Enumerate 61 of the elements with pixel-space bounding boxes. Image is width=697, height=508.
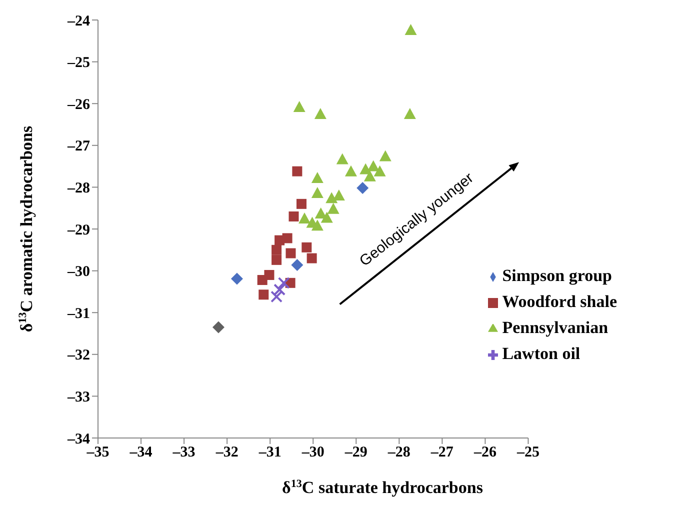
point <box>286 248 296 258</box>
point <box>326 192 338 204</box>
point <box>298 212 311 224</box>
point <box>364 170 376 182</box>
point <box>374 165 386 176</box>
y-tick-label: –24 <box>66 13 90 30</box>
legend-label: Woodford shale <box>502 292 617 311</box>
legend-label: Lawton oil <box>502 344 580 363</box>
point <box>379 150 392 162</box>
x-tick-label: –35 <box>86 444 110 461</box>
point <box>336 153 348 164</box>
point <box>258 290 269 300</box>
legend-label: Pennsylvanian <box>502 318 608 337</box>
point <box>292 166 302 176</box>
point <box>404 108 416 120</box>
point <box>296 198 306 209</box>
y-tick-label: –30 <box>66 264 90 280</box>
point <box>314 108 326 120</box>
x-tick-label: –34 <box>128 444 153 461</box>
x-tick-label: –32 <box>214 444 238 461</box>
point <box>306 253 317 264</box>
x-tick-label: –27 <box>430 444 454 461</box>
point <box>212 321 224 334</box>
x-tick-label: –33 <box>172 444 196 461</box>
point <box>320 212 333 223</box>
x-axis-title: δ$^{13}$C saturate hydrocarbons <box>282 478 484 497</box>
point <box>272 254 282 265</box>
y-tick-label: –27 <box>66 138 90 155</box>
point <box>230 272 243 285</box>
x-tick-label: –25 <box>516 444 540 461</box>
point <box>270 290 283 303</box>
point <box>274 284 286 296</box>
point <box>404 24 417 36</box>
point <box>311 172 324 184</box>
point <box>288 211 299 222</box>
point <box>264 270 274 280</box>
x-tick-label: –31 <box>258 444 282 461</box>
point <box>344 165 357 176</box>
point <box>278 276 290 289</box>
y-tick-label: –34 <box>66 431 90 448</box>
point <box>293 100 306 112</box>
point <box>302 242 312 252</box>
y-tick-label: –29 <box>66 222 90 238</box>
legend-label: Simpson group <box>502 266 612 285</box>
x-tick-label: –29 <box>344 444 368 461</box>
point <box>367 160 380 172</box>
y-tick-label: –25 <box>66 55 90 72</box>
point <box>311 220 324 231</box>
x-tick-label: –28 <box>386 444 410 461</box>
y-tick-label: –33 <box>66 390 90 406</box>
point <box>311 187 324 198</box>
y-tick-label: –28 <box>66 180 90 197</box>
point <box>327 202 340 214</box>
point <box>272 244 282 255</box>
x-tick-label: –30 <box>300 444 324 461</box>
point <box>356 182 369 194</box>
x-tick-label: –26 <box>472 444 497 461</box>
y-tick-label: –31 <box>66 306 90 322</box>
y-tick-label: –32 <box>66 348 90 364</box>
point <box>291 258 304 271</box>
y-tick-label: –26 <box>66 96 90 113</box>
